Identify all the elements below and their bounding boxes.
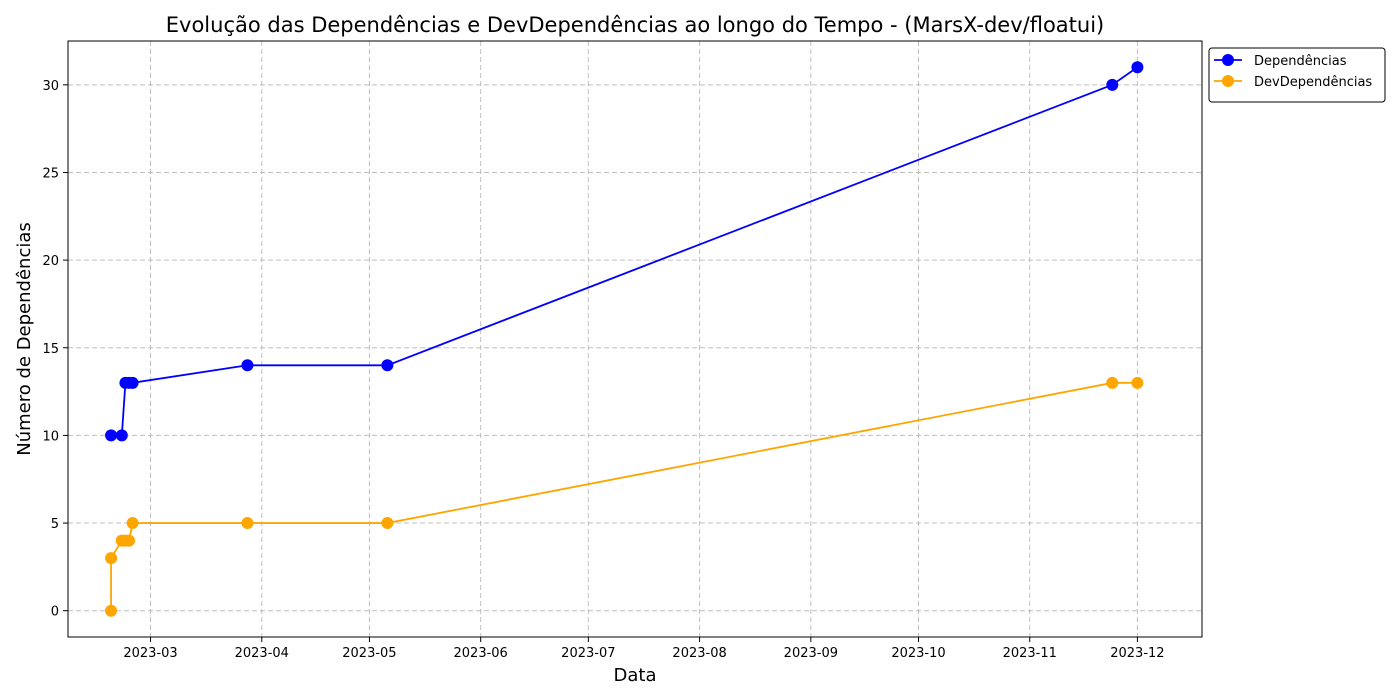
y-tick-label: 10 [42,429,59,444]
data-point [123,534,136,547]
y-axis-label: Número de Dependências [14,222,35,456]
data-point [381,517,394,530]
legend-swatch-marker [1222,54,1234,66]
data-point [105,429,118,442]
data-point [241,517,254,530]
data-point [1131,376,1144,389]
y-tick-label: 25 [42,166,59,181]
series-layer [105,61,1144,617]
x-tick-label: 2023-12 [1110,646,1164,661]
legend-label: Dependências [1254,54,1347,69]
data-point [1106,78,1119,91]
x-tick-label: 2023-04 [235,646,289,661]
x-tick-label: 2023-08 [672,646,726,661]
legend-item: DevDependências [1214,75,1372,90]
legend: Dependências DevDependências [1208,47,1386,103]
chart-title: Evolução das Dependências e DevDependênc… [166,13,1104,37]
legend-label: DevDependências [1254,75,1372,90]
y-tick-label: 30 [42,79,59,94]
y-tick-label: 0 [51,605,59,620]
x-tick-label: 2023-07 [561,646,615,661]
series-line [110,381,1138,611]
data-point [241,359,254,372]
legend-swatch-marker [1222,75,1234,87]
data-point [1131,61,1144,74]
y-tick-label: 5 [51,517,59,532]
y-axis: 0 5 10 15 20 25 30 [42,79,68,620]
data-point [105,604,118,617]
series-line [111,66,1138,437]
x-tick-label: 2023-03 [123,646,177,661]
grid [68,41,1202,637]
series-1 [105,61,1144,442]
data-point [1106,376,1119,389]
data-point [381,359,394,372]
data-point [126,376,139,389]
y-tick-label: 20 [42,254,59,269]
x-tick-label: 2023-05 [342,646,396,661]
x-axis: 2023-03 2023-04 2023-05 2023-06 2023-07 2023-… [123,637,1165,661]
x-tick-label: 2023-06 [454,646,508,661]
x-tick-label: 2023-11 [1003,646,1057,661]
series-2 [105,376,1144,617]
plot-area-frame [67,40,1203,638]
x-axis-label: Data [614,665,657,686]
data-point [126,517,139,530]
legend-item: Dependências [1214,54,1347,69]
x-tick-label: 2023-10 [891,646,945,661]
y-tick-label: 15 [42,342,59,357]
x-tick-label: 2023-09 [784,646,838,661]
legend-frame [1208,47,1386,103]
data-point [115,429,128,442]
data-point [105,552,118,565]
